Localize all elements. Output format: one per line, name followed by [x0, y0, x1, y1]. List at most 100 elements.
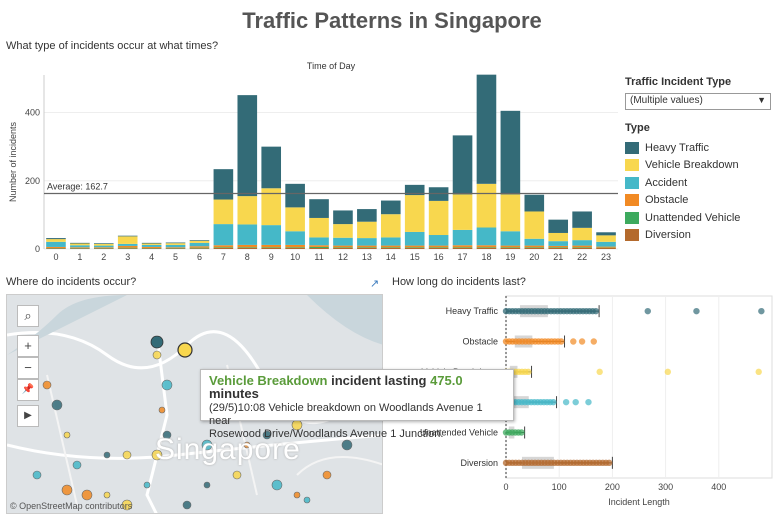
bar-segment	[548, 232, 569, 242]
map-zoom-out-button[interactable]: −	[17, 357, 39, 379]
bar-segment	[285, 247, 305, 248]
bar-segment	[261, 188, 282, 226]
x-tick-label: 200	[605, 482, 620, 492]
map-marker	[232, 470, 242, 480]
map-marker	[322, 470, 332, 480]
legend-item[interactable]: Heavy Traffic	[625, 139, 775, 157]
x-axis-label: Incident Length	[608, 497, 670, 507]
bar-segment	[380, 247, 401, 248]
legend-item[interactable]: Obstacle	[625, 192, 775, 210]
x-tick-label: 5	[173, 252, 178, 262]
bar-segment	[46, 248, 66, 249]
incident-markers	[32, 335, 353, 511]
bar-segment	[237, 224, 258, 245]
legend-item[interactable]: Unattended Vehicle	[625, 209, 775, 227]
external-link-icon[interactable]: ↗	[370, 278, 380, 290]
map-marker	[143, 481, 151, 489]
x-tick-label: 8	[245, 252, 250, 262]
map-marker	[72, 460, 82, 470]
x-tick-label: 11	[314, 252, 323, 262]
bar-segment	[117, 248, 138, 249]
tooltip-type: Vehicle Breakdown	[209, 373, 328, 388]
bar-segment	[357, 209, 377, 222]
bar-segment	[500, 231, 521, 246]
average-label: Average: 162.7	[47, 181, 108, 191]
x-tick-label: 15	[410, 252, 420, 262]
bar-segment	[141, 242, 162, 244]
x-tick-label: 400	[711, 482, 726, 492]
bar-segment	[524, 245, 545, 248]
bar-segment	[213, 247, 234, 248]
bar-segment	[548, 245, 569, 248]
bar-segment	[548, 247, 569, 248]
outlier-point	[570, 338, 577, 345]
bar-segment	[333, 210, 353, 225]
map-marker	[152, 350, 162, 360]
legend-item[interactable]: Accident	[625, 174, 775, 192]
bar-segment	[548, 247, 569, 249]
bar-segment	[285, 247, 305, 249]
legend-item[interactable]: Vehicle Breakdown	[625, 157, 775, 175]
y-axis-label: Number of incidents	[8, 121, 18, 202]
map-marker	[103, 451, 111, 459]
x-tick-label: 23	[601, 252, 611, 262]
map-marker	[51, 399, 63, 411]
bar-segment	[117, 247, 138, 249]
bar-segment	[596, 247, 616, 249]
map-roads	[7, 295, 382, 513]
bar-segment	[596, 232, 616, 236]
legend-item[interactable]: Diversion	[625, 227, 775, 245]
tooltip: Vehicle Breakdown incident lasting 475.0…	[200, 369, 514, 440]
x-tick-label: 0	[503, 482, 508, 492]
bar-segment	[309, 245, 329, 247]
bar-segment	[380, 237, 401, 246]
map-marker	[63, 431, 71, 439]
x-tick-label: 19	[505, 252, 515, 262]
legend-label: Accident	[645, 176, 688, 189]
bar-segment	[165, 247, 186, 248]
bar-segment	[285, 207, 305, 232]
bar-segment	[46, 241, 66, 247]
x-tick-label: 2	[101, 252, 106, 262]
bar-segment	[452, 247, 473, 249]
x-tick-label: 9	[269, 252, 274, 262]
bar-segment	[428, 247, 449, 248]
x-tick-label: 7	[221, 252, 226, 262]
bar-segment	[452, 245, 473, 248]
tooltip-value: 475.0	[430, 373, 463, 388]
x-tick-label: 14	[386, 252, 396, 262]
bar-segment	[476, 247, 497, 249]
map-marker	[182, 500, 192, 510]
incident-type-filter[interactable]: (Multiple values) ▼	[625, 93, 771, 110]
bar-segment	[380, 200, 401, 215]
map-marker-selected	[177, 342, 193, 358]
bar-segment	[476, 245, 497, 248]
map-play-button[interactable]: ▶	[17, 405, 39, 427]
bar-segment	[572, 245, 592, 248]
bar-segment	[309, 199, 329, 218]
map-marker	[243, 441, 251, 449]
map-marker	[271, 479, 283, 491]
map-marker	[303, 496, 311, 504]
outlier-point	[644, 307, 651, 315]
bar-segment	[548, 241, 569, 246]
legend-swatch	[625, 159, 639, 172]
bar-segment	[70, 243, 90, 246]
y-tick-label: 200	[25, 176, 40, 186]
bar-segment	[404, 245, 425, 248]
category-label: Heavy Traffic	[446, 306, 499, 316]
bar-segment	[117, 236, 138, 244]
data-point	[558, 338, 565, 345]
bar-segment	[333, 237, 353, 246]
map-zoom-in-button[interactable]: +	[17, 335, 39, 357]
tooltip-mid: incident lasting	[327, 373, 431, 388]
bar-segment	[333, 224, 353, 238]
x-tick-label: 21	[553, 252, 563, 262]
map-pin-button[interactable]: 📌	[17, 379, 39, 401]
map-search-button[interactable]: ⌕	[17, 305, 39, 327]
map-marker	[81, 489, 93, 501]
bar-segment	[380, 247, 401, 249]
outlier-point	[562, 398, 570, 406]
outlier-point	[755, 368, 762, 376]
outlier-point	[585, 398, 592, 406]
